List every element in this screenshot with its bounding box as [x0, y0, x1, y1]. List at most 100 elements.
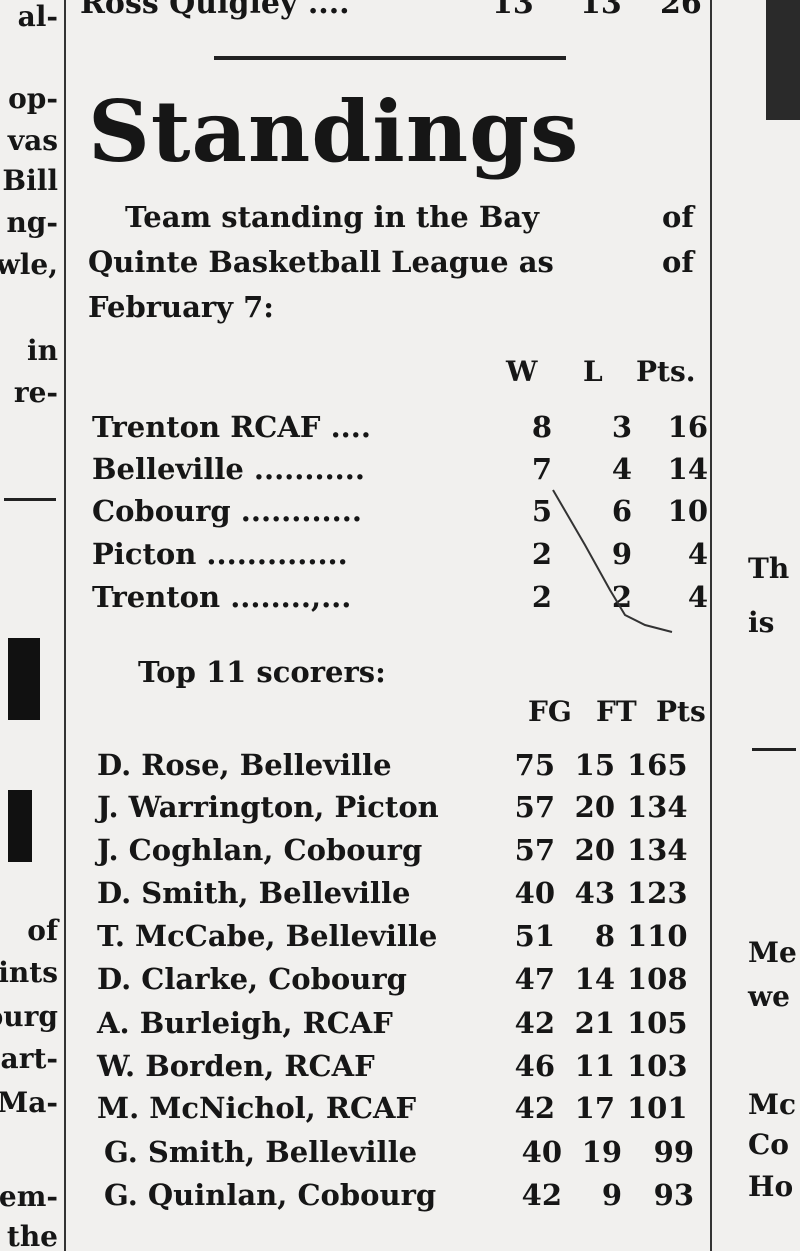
headline: Standings [88, 82, 580, 181]
text-fragment: in [27, 334, 58, 367]
free-throws: 43 [574, 876, 615, 910]
scorers-heading: Top 11 scorers: [138, 655, 386, 689]
player-name: J. Warrington, Picton [97, 790, 439, 824]
losses: 4 [611, 452, 632, 486]
standings-row: Trenton RCAF .... 8 3 16 [92, 410, 722, 446]
intro-line-2: Quinte Basketball League as [88, 245, 554, 279]
col-header-ft: FT [596, 695, 637, 728]
scorer-row: J. Coghlan, Cobourg 57 20 134 [97, 833, 727, 869]
field-goals: 51 [514, 919, 555, 953]
text-fragment: Co [748, 1128, 789, 1161]
team-name: Trenton ........,... [92, 580, 352, 614]
free-throws: 15 [574, 748, 615, 782]
player-name: D. Smith, Belleville [97, 876, 411, 910]
free-throws: 19 [581, 1135, 622, 1169]
points: 103 [627, 1049, 688, 1083]
scorer-row: A. Burleigh, RCAF 42 21 105 [97, 1006, 727, 1042]
wins: 8 [531, 410, 552, 444]
free-throws: 20 [574, 790, 615, 824]
scorer-row: D. Smith, Belleville 40 43 123 [97, 876, 727, 912]
free-throws: 20 [574, 833, 615, 867]
player-name: D. Rose, Belleville [97, 748, 392, 782]
points: 108 [627, 962, 688, 996]
player-name: G. Quinlan, Cobourg [104, 1178, 437, 1212]
text-fragment: the [6, 1220, 58, 1251]
text-fragment: ng- [6, 206, 58, 239]
points: 101 [627, 1091, 688, 1125]
text-fragment: part- [0, 1042, 58, 1075]
col-header-w: W [506, 355, 538, 388]
handwritten-stroke [552, 489, 673, 633]
losses: 3 [611, 410, 632, 444]
losses: 9 [611, 537, 632, 571]
left-dash [4, 498, 56, 501]
losses: 6 [611, 494, 632, 528]
points: 134 [627, 790, 688, 824]
field-goals: 40 [521, 1135, 562, 1169]
text-fragment: Bill [2, 164, 58, 197]
previous-table-row: Ross Quigley .... 13 13 26 [80, 0, 702, 21]
intro-line-1: Team standing in the Bay [125, 200, 540, 234]
standings-row: Trenton ........,... 2 2 4 [92, 580, 722, 616]
field-goals: 42 [514, 1091, 555, 1125]
wins: 2 [531, 580, 552, 614]
scorer-row: M. McNichol, RCAF 42 17 101 [97, 1091, 727, 1127]
text-fragment: wle, [0, 248, 58, 281]
field-goals: 57 [514, 833, 555, 867]
intro-line-3: February 7: [88, 290, 274, 324]
value: 13 [492, 0, 534, 21]
standings-row: Picton .............. 2 9 4 [92, 537, 722, 573]
free-throws: 17 [574, 1091, 615, 1125]
text-fragment: op- [8, 82, 58, 115]
free-throws: 11 [574, 1049, 615, 1083]
points: 123 [627, 876, 688, 910]
column-rule-right [710, 0, 712, 1251]
team-name: Picton .............. [92, 537, 348, 571]
text-fragment: of [27, 914, 58, 947]
points: 134 [627, 833, 688, 867]
player-name: Ross Quigley .... [80, 0, 350, 21]
points: 110 [627, 919, 688, 953]
points: 4 [687, 537, 708, 571]
col-header-pts: Pts. [636, 355, 696, 388]
text-fragment: re- [13, 376, 58, 409]
free-throws: 9 [601, 1178, 622, 1212]
col-header-pts: Pts [656, 695, 706, 728]
left-headline-fragment-2 [8, 790, 32, 862]
col-header-l: L [583, 355, 603, 388]
points: 99 [653, 1135, 694, 1169]
adjacent-photo-fragment [766, 0, 800, 120]
left-headline-fragment [8, 638, 40, 720]
scorer-row: J. Warrington, Picton 57 20 134 [97, 790, 727, 826]
right-dash [752, 748, 796, 751]
free-throws: 21 [574, 1006, 615, 1040]
points: 105 [627, 1006, 688, 1040]
points: 10 [667, 494, 708, 528]
scorer-row: G. Smith, Belleville 40 19 99 [104, 1135, 734, 1171]
section-divider [214, 56, 566, 60]
free-throws: 8 [594, 919, 615, 953]
field-goals: 75 [514, 748, 555, 782]
value: 26 [660, 0, 702, 21]
text-fragment: Me [748, 936, 797, 969]
team-name: Belleville ........... [92, 452, 365, 486]
text-fragment: vas [7, 124, 58, 157]
text-fragment: is [748, 606, 775, 639]
scorer-row: D. Clarke, Cobourg 47 14 108 [97, 962, 727, 998]
text-fragment: ints [0, 956, 58, 989]
scorer-row: G. Quinlan, Cobourg 42 9 93 [104, 1178, 734, 1214]
team-name: Trenton RCAF .... [92, 410, 371, 444]
wins: 5 [531, 494, 552, 528]
player-name: G. Smith, Belleville [104, 1135, 418, 1169]
standings-row: Belleville ........... 7 4 14 [92, 452, 722, 488]
value: 13 [580, 0, 622, 21]
text-fragment: Mc [748, 1088, 797, 1121]
col-header-fg: FG [528, 695, 572, 728]
field-goals: 57 [514, 790, 555, 824]
wins: 2 [531, 537, 552, 571]
scorer-row: W. Borden, RCAF 46 11 103 [97, 1049, 727, 1085]
field-goals: 47 [514, 962, 555, 996]
player-name: A. Burleigh, RCAF [97, 1006, 393, 1040]
team-name: Cobourg ............ [92, 494, 362, 528]
